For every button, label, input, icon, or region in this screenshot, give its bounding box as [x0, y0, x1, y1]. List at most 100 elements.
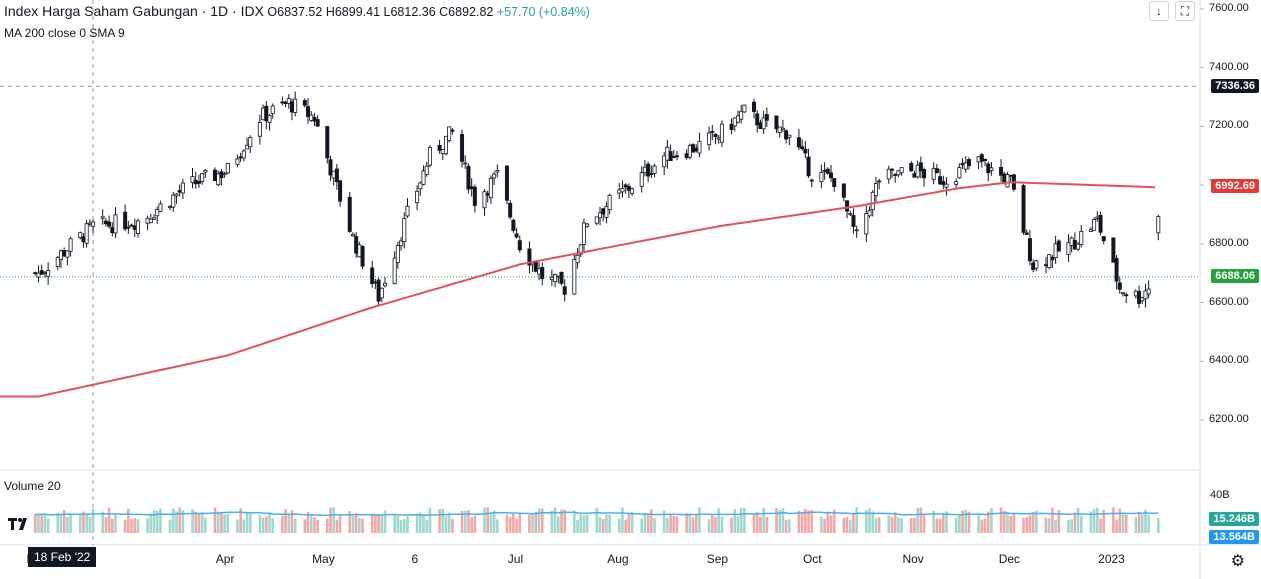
candle-body: [392, 257, 397, 285]
volume-bar: [1031, 511, 1035, 533]
volume-bar: [325, 518, 329, 533]
volume-bar: [37, 514, 40, 533]
candle-body: [694, 147, 699, 152]
candle-body: [62, 250, 67, 257]
candle-body: [957, 167, 962, 179]
download-button[interactable]: ↓: [1149, 1, 1169, 21]
volume-bar: [489, 512, 493, 533]
candle-body: [617, 189, 622, 194]
volume-bar: [1121, 513, 1125, 533]
volume-bar: [1025, 517, 1029, 533]
candle-body: [1133, 290, 1138, 297]
candle-body: [418, 182, 423, 190]
x-tick-label: Nov: [902, 552, 924, 566]
volume-bar: [1147, 514, 1150, 533]
volume-bar: [46, 518, 50, 533]
volume-bar: [40, 513, 44, 533]
volume-bar: [1073, 512, 1077, 533]
candle-body: [203, 169, 208, 173]
candle-body: [848, 213, 853, 215]
volume-bar: [194, 511, 198, 533]
candle-body: [463, 162, 468, 165]
candle-body: [774, 115, 779, 130]
candle-body: [1034, 260, 1039, 269]
candle-body: [999, 166, 1004, 176]
volume-bar: [842, 517, 846, 533]
volume-bar: [101, 511, 104, 533]
volume-bar: [204, 517, 207, 533]
volume-bar: [563, 509, 567, 533]
tradingview-logo-icon[interactable]: [5, 512, 33, 534]
volume-bar: [306, 512, 310, 533]
candle-body: [222, 173, 227, 176]
candle-body: [306, 106, 311, 117]
volume-bar: [171, 508, 175, 533]
volume-bar: [887, 515, 891, 533]
candle-body: [761, 117, 766, 130]
candle-body: [331, 170, 336, 179]
volume-bar: [178, 507, 181, 533]
candle-body: [495, 170, 500, 173]
volume-bar: [694, 513, 698, 533]
volume-bar: [88, 516, 92, 533]
x-tick-label: Sep: [706, 552, 729, 566]
candle-body: [1088, 229, 1093, 232]
candle-body: [135, 220, 140, 234]
candle-body: [922, 169, 927, 179]
volume-bar: [778, 510, 781, 533]
candle-body: [870, 191, 875, 210]
volume-bar: [393, 514, 396, 533]
candle-body: [873, 183, 878, 197]
candle-body: [594, 216, 599, 224]
candle-body: [1120, 292, 1125, 295]
volume-bar: [1115, 519, 1118, 533]
candle-body: [200, 173, 205, 182]
candle-body: [312, 116, 317, 122]
candle-body: [347, 196, 352, 232]
candle-body: [65, 250, 70, 258]
last-price-label: 6688.06: [1211, 269, 1259, 283]
candle-body: [350, 233, 355, 237]
volume-bar: [136, 519, 140, 533]
candle-body: [1066, 242, 1071, 255]
fullscreen-button[interactable]: ⛶: [1175, 1, 1195, 21]
settings-gear-icon[interactable]: ⚙: [1230, 553, 1245, 570]
candle-body: [155, 209, 160, 217]
candle-body: [373, 281, 378, 284]
candle-body: [1027, 238, 1032, 262]
candle-body: [334, 168, 339, 183]
volume-bar: [268, 511, 271, 533]
candle-body: [103, 220, 108, 225]
volume-bar: [627, 512, 631, 533]
volume-bar: [284, 509, 287, 533]
volume-bar: [486, 507, 490, 533]
candle-body: [540, 267, 545, 280]
volume-indicator-label[interactable]: Volume 20: [4, 479, 61, 493]
volume-bar: [1009, 516, 1012, 533]
volume-bar: [168, 519, 172, 533]
volume-bar: [1137, 511, 1141, 533]
volume-bar: [964, 509, 968, 533]
volume-bar: [983, 518, 987, 533]
ma-indicator-label[interactable]: MA 200 close 0 SMA 9: [4, 26, 125, 40]
candle-body: [889, 168, 894, 171]
candle-body: [623, 184, 628, 188]
ma200-line: [0, 181, 1156, 398]
volume-bar: [765, 517, 769, 533]
candle-body: [248, 136, 253, 148]
volume-bar: [361, 518, 364, 533]
candle-body: [289, 101, 294, 113]
volume-bar: [961, 510, 964, 533]
candle-body: [126, 226, 131, 229]
candle-body: [379, 287, 384, 299]
candle-body: [107, 221, 112, 227]
candle-body: [1031, 262, 1036, 270]
volume-bar: [720, 516, 724, 533]
candle-body: [553, 274, 558, 283]
volume-bar: [200, 513, 204, 533]
volume-bar: [265, 516, 268, 533]
volume-bar: [531, 513, 534, 533]
ohlc-high: H6899.41: [325, 5, 381, 19]
volume-bar: [1118, 508, 1122, 533]
